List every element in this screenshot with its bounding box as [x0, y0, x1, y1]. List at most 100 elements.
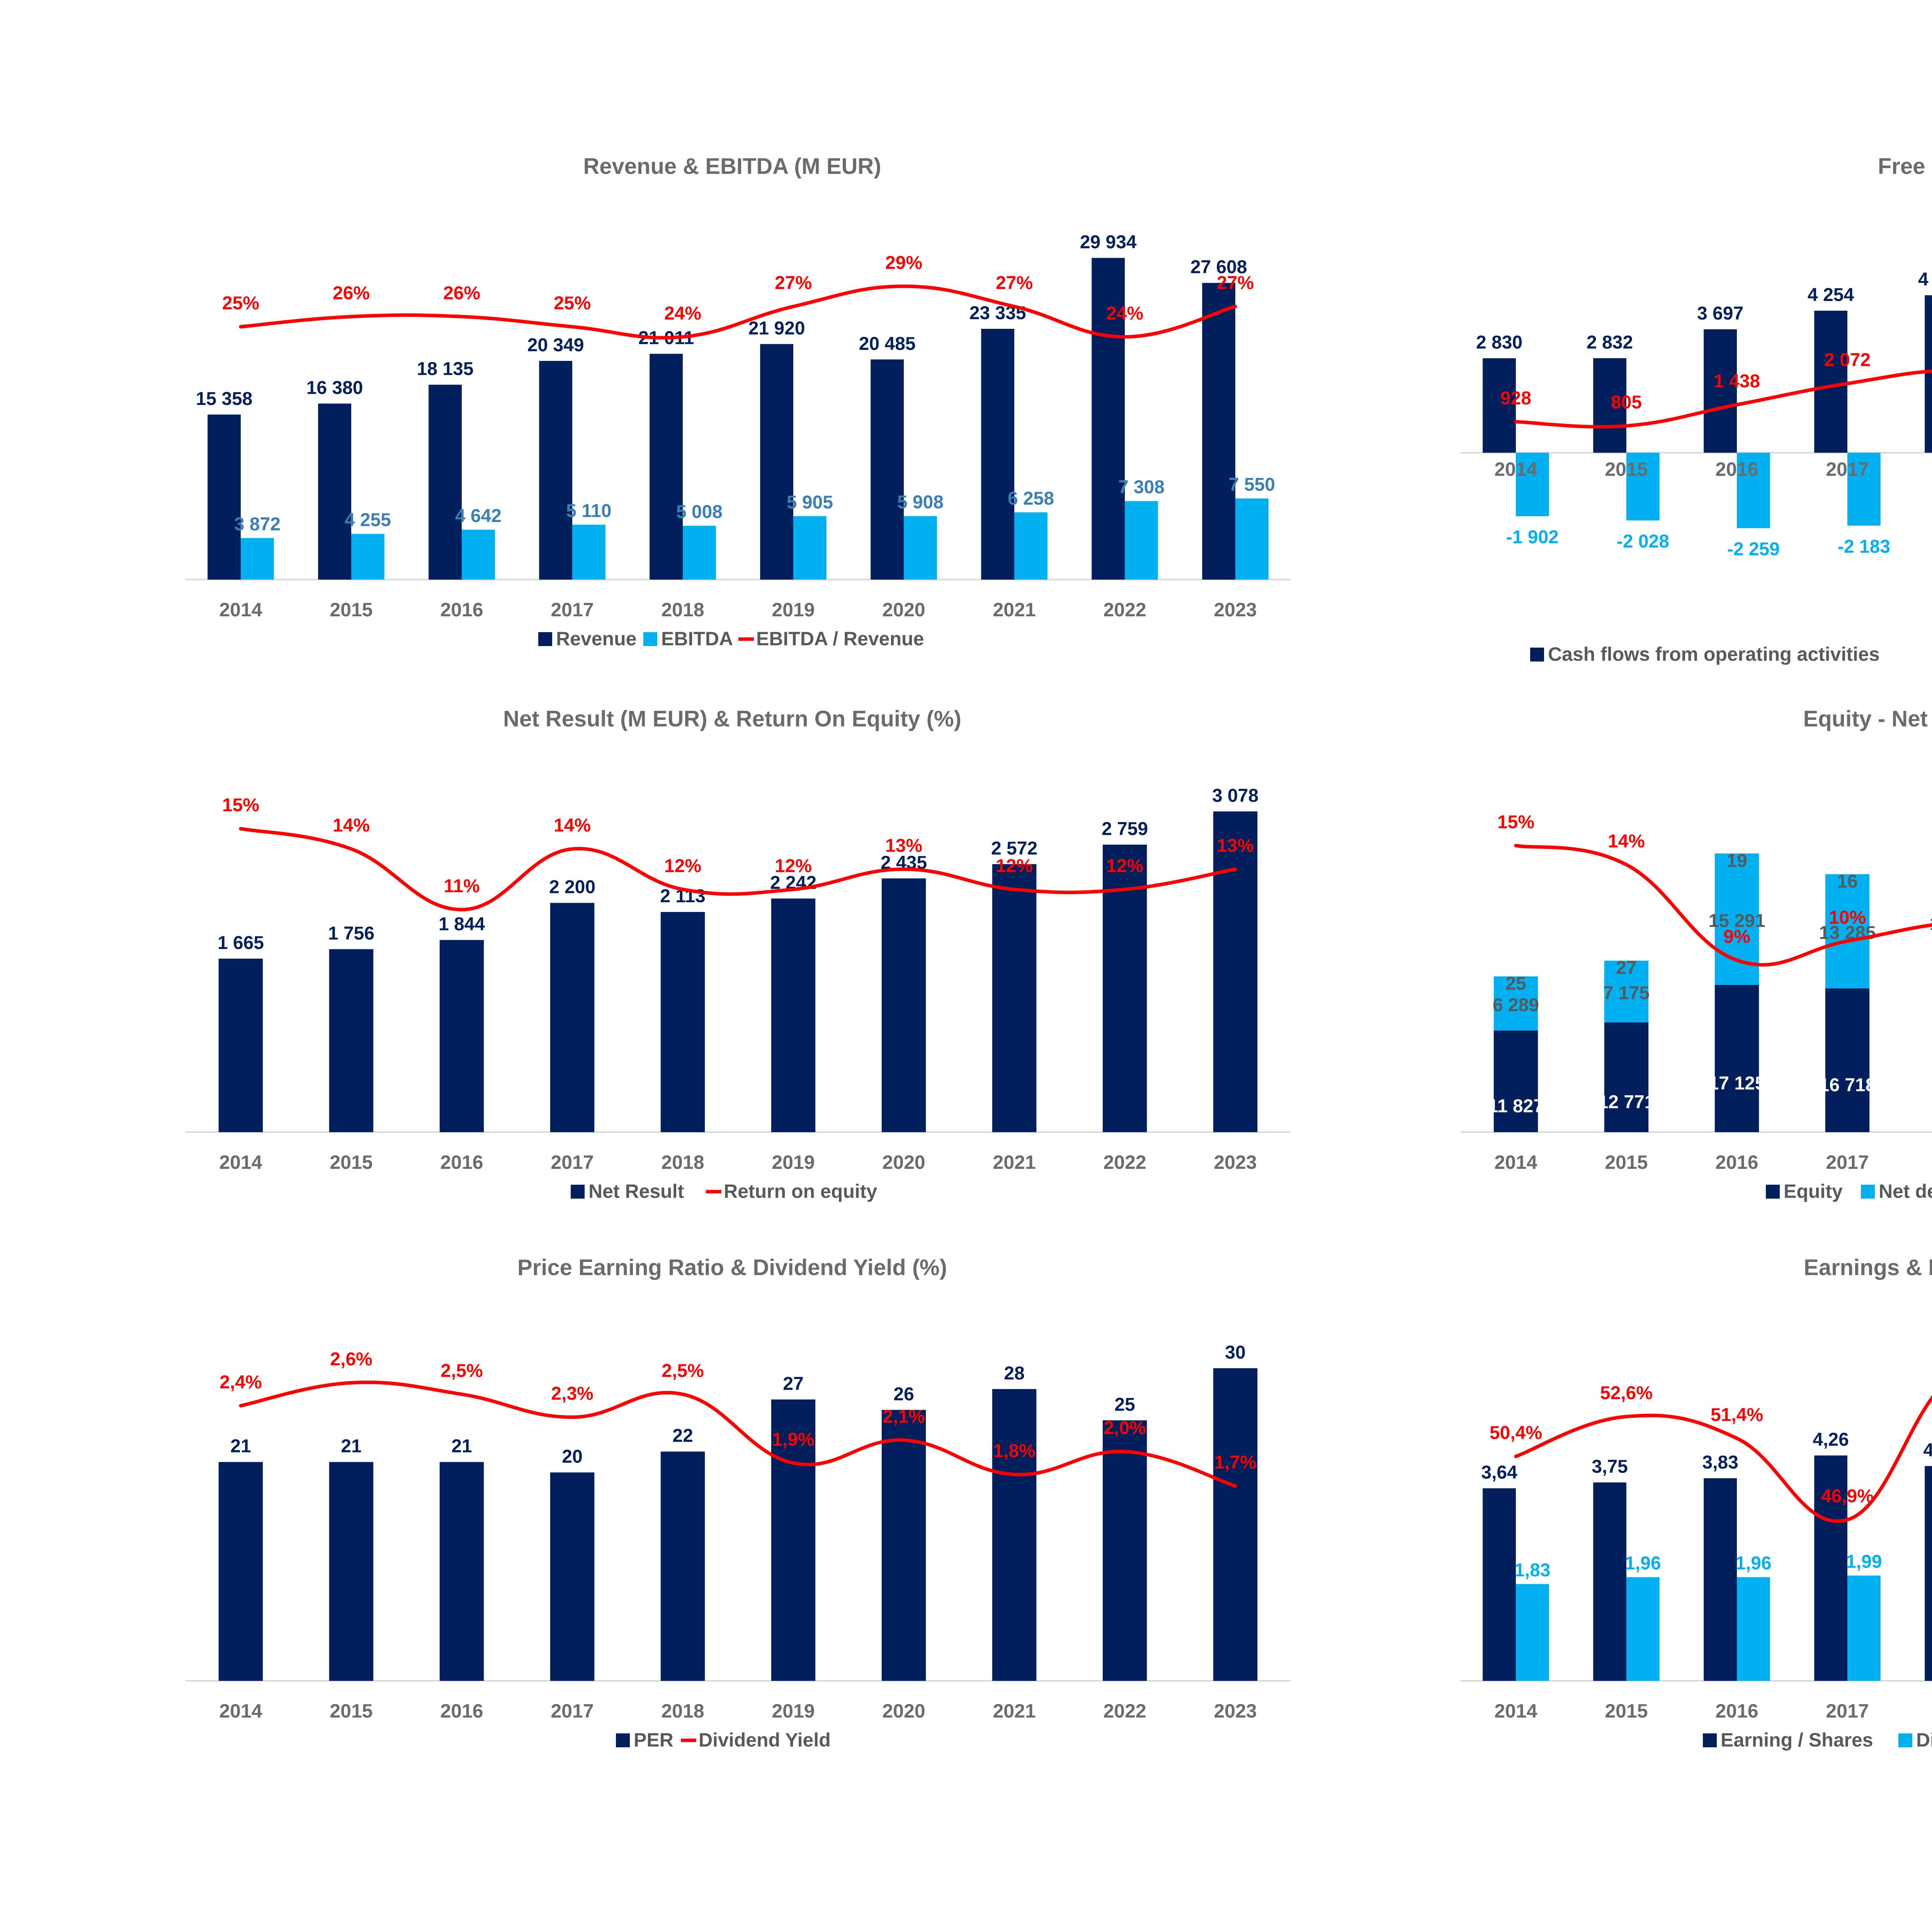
bar-ebitda-2015	[351, 534, 384, 580]
x-tick-label: 2018	[661, 1151, 704, 1173]
data-label: 17 125	[1709, 1073, 1765, 1094]
bar-capital-expenditures-2015	[1626, 452, 1660, 520]
bar-per-2020	[881, 1410, 926, 1681]
data-label: 15 291	[1709, 911, 1765, 931]
x-tick-label: 2020	[882, 1700, 925, 1722]
bar-net-result-2014	[218, 958, 263, 1132]
legend-swatch	[1861, 1185, 1875, 1199]
bar-net-result-2021	[992, 864, 1037, 1132]
line-data-label: 2,1%	[883, 1406, 925, 1427]
legend-label: EBITDA / Revenue	[756, 628, 924, 650]
x-tick-label: 2015	[1605, 459, 1648, 480]
x-tick-label: 2016	[440, 599, 483, 621]
line-data-label: 12%	[775, 856, 812, 876]
data-label: 12 771	[1598, 1092, 1655, 1112]
line-data-label: 24%	[1106, 303, 1143, 324]
bar-per-2018	[660, 1451, 705, 1681]
data-label: 1 665	[218, 933, 264, 953]
legend-item-net-debt: Net debt	[1861, 1180, 1932, 1202]
line-data-label: 2,5%	[440, 1361, 483, 1381]
line-dividend-yield	[239, 1381, 1237, 1488]
x-tick-label: 2023	[1214, 1700, 1257, 1722]
line-data-label: 1,9%	[772, 1429, 814, 1450]
line-data-label: 15%	[222, 795, 259, 816]
legend-item-earning-shares: Earning / Shares	[1703, 1729, 1873, 1751]
legend-label: EBITDA	[661, 628, 733, 650]
legend-swatch	[571, 1185, 585, 1199]
bar-revenue-2016	[429, 384, 462, 580]
data-label: 21	[451, 1436, 472, 1457]
line-data-label: 13%	[1217, 835, 1254, 856]
line-data-label: 51,4%	[1711, 1405, 1763, 1425]
data-label: 2 200	[549, 877, 595, 898]
data-label: 7 308	[1118, 477, 1165, 498]
line-free-cash-flow	[1514, 369, 1932, 429]
bar-earning-shares-2014	[1483, 1488, 1516, 1681]
data-label: 5 008	[676, 502, 723, 522]
bar-per-2023	[1213, 1368, 1258, 1681]
line-data-label: 9%	[1723, 927, 1750, 947]
data-label: 2 759	[1102, 819, 1148, 839]
bar-revenue-2023	[1202, 283, 1235, 580]
bar-ebitda-2019	[793, 516, 827, 580]
bar-ebitda-2014	[241, 538, 274, 580]
bar-ebitda-2016	[462, 529, 495, 580]
legend-label: Earning / Shares	[1721, 1729, 1873, 1751]
data-label: -2 183	[1838, 536, 1890, 557]
bar-net-result-2015	[329, 949, 374, 1132]
x-tick-label: 2021	[993, 599, 1036, 621]
bar-per-2017	[550, 1472, 595, 1681]
x-tick-label: 2022	[1103, 1700, 1146, 1722]
legend-label: Net Result	[588, 1180, 684, 1202]
bar-earning-shares-2017	[1814, 1455, 1847, 1681]
chart-svg-per: Price Earning Ratio & Dividend Yield (%)…	[185, 1255, 1291, 1751]
chart-net-result-roe: Net Result (M EUR) & Return On Equity (%…	[162, 699, 1302, 1240]
bar-revenue-2015	[318, 403, 351, 580]
bar-equity-2017	[1825, 988, 1870, 1132]
x-tick-label: 2017	[551, 599, 594, 621]
legend-swatch	[1530, 648, 1544, 662]
legend-label: Revenue	[556, 628, 636, 650]
bar-capital-expenditures-2016	[1737, 452, 1770, 528]
x-tick-label: 2023	[1214, 599, 1257, 621]
legend-item-ebitda-revenue: EBITDA / Revenue	[738, 628, 924, 650]
bar-revenue-2017	[539, 361, 572, 580]
line-data-label: 14%	[333, 815, 370, 836]
data-label: -2 028	[1617, 531, 1669, 552]
data-label: 15 358	[196, 389, 253, 409]
line-data-label: 12%	[664, 856, 701, 876]
chart-svg-netresult: Net Result (M EUR) & Return On Equity (%…	[185, 706, 1291, 1202]
legend-label: Cash flows from operating activities	[1548, 643, 1880, 665]
legend-item-per: PER	[616, 1729, 673, 1751]
line-data-label: 2,0%	[1104, 1418, 1146, 1439]
data-label: 20 485	[859, 333, 916, 354]
chart-eps-dps: Earnings & Dividends per share (EUR) 3,64…	[1437, 1248, 1932, 1789]
bar-net-result-2017	[550, 903, 595, 1132]
line-ebitda-revenue	[239, 284, 1237, 340]
line-data-label: 25%	[222, 293, 259, 314]
x-tick-label: 2023	[1214, 1151, 1257, 1173]
data-label: 27 608	[1190, 257, 1247, 277]
bar-ebitda-2020	[904, 516, 937, 580]
x-tick-label: 2019	[772, 1700, 815, 1722]
chart-revenue-ebitda: Revenue & EBITDA (M EUR) 15 358 3 872 2014 1…	[162, 147, 1302, 688]
x-tick-label: 2021	[993, 1151, 1036, 1173]
data-label: 30	[1225, 1342, 1245, 1363]
line-data-label: 2,4%	[219, 1372, 262, 1393]
bar-ebitda-2023	[1235, 498, 1269, 580]
bar-equity-2016	[1714, 985, 1759, 1132]
bar-per-2022	[1102, 1420, 1147, 1681]
bar-cash-flows-from-operating-activities-2018	[1925, 295, 1932, 453]
data-label: 5 110	[566, 501, 611, 521]
data-label: 1,83	[1514, 1560, 1550, 1580]
chart-free-cash-flow: Free Cash Flow (M EUR) 2 830 -1 902 2014 2 8…	[1437, 147, 1932, 688]
x-tick-label: 2014	[219, 1151, 262, 1173]
data-label: 16	[1837, 871, 1857, 892]
bar-per-2021	[992, 1389, 1037, 1681]
bar-dividends-shares-2017	[1847, 1575, 1881, 1681]
data-label: 4 254	[1808, 285, 1854, 305]
data-label: 6 289	[1493, 995, 1539, 1015]
legend-label: Equity	[1784, 1180, 1843, 1202]
line-data-label: 2,5%	[662, 1361, 704, 1381]
bar-ebitda-2017	[572, 524, 605, 580]
